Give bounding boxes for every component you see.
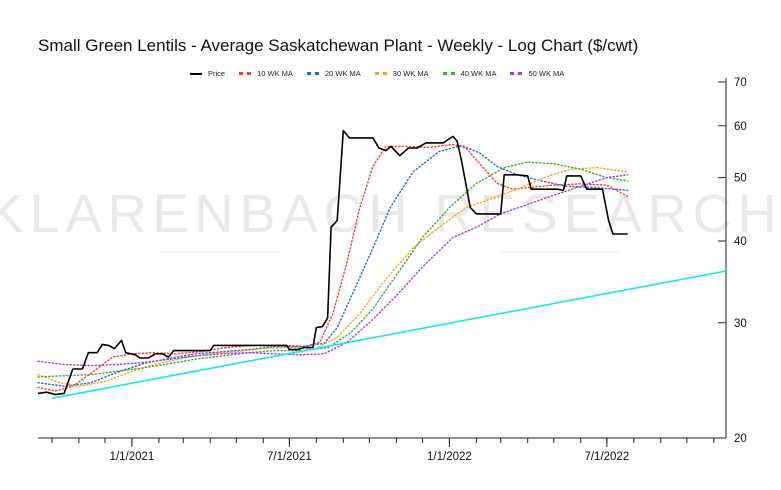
watermark: KLARENBACH RESEARCH: [0, 184, 781, 253]
legend-item: 40 WK MA: [442, 69, 497, 78]
legend-item: 20 WK MA: [306, 69, 361, 78]
legend-label: Price: [208, 69, 226, 78]
legend-label: 50 WK MA: [528, 69, 565, 78]
x-tick-label: 7/1/2021: [267, 451, 312, 463]
chart-title: Small Green Lentils - Average Saskatchew…: [38, 36, 639, 55]
series-layer: [37, 129, 727, 400]
series-line-30-wk-ma: [37, 166, 629, 387]
series-line-40-wk-ma: [37, 161, 629, 378]
trendline: [51, 270, 727, 400]
legend-swatch: [374, 72, 387, 75]
series-line-price: [37, 129, 628, 396]
legend-swatch: [239, 72, 252, 75]
legend-label: 30 WK MA: [392, 69, 429, 78]
axes: 1/1/2021 7/1/2021 1/1/2022 7/1/2022 20 30 40 50…: [38, 77, 747, 463]
legend-swatch: [190, 72, 202, 75]
legend-item: Price: [190, 69, 225, 78]
legend-swatch: [306, 72, 319, 75]
y-tick-label: 40: [734, 236, 747, 248]
legend-label: 40 WK MA: [460, 69, 497, 78]
series-line-50-wk-ma: [37, 174, 629, 367]
watermark-text: KLARENBACH RESEARCH: [0, 184, 781, 244]
legend-item: 10 WK MA: [239, 69, 293, 78]
x-tick-label: 1/1/2021: [110, 451, 155, 463]
y-tick-label: 30: [734, 318, 747, 330]
chart-legend: Price 10 WK MA 20 WK MA 30 WK MA 40 WK MA 50 …: [190, 69, 578, 78]
x-tick-label: 7/1/2022: [584, 451, 629, 463]
legend-item: 30 WK MA: [374, 69, 429, 78]
series-line-10-wk-ma: [37, 143, 629, 392]
y-tick-label: 20: [734, 433, 747, 445]
legend-item: 50 WK MA: [510, 69, 564, 78]
legend-swatch: [510, 72, 523, 75]
x-tick-label: 1/1/2022: [427, 451, 472, 463]
legend-label: 10 WK MA: [257, 69, 293, 78]
legend-swatch: [442, 72, 455, 75]
y-tick-label: 70: [734, 77, 747, 89]
y-tick-label: 50: [734, 173, 747, 185]
legend-label: 20 WK MA: [324, 69, 361, 78]
y-tick-label: 60: [734, 121, 747, 133]
